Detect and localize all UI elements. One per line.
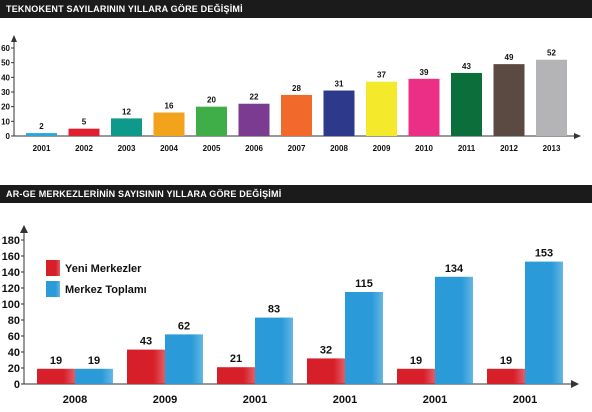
x-tick-label: 2007 xyxy=(288,144,306,153)
y-tick-label: 10 xyxy=(1,117,10,126)
y-tick-label: 100 xyxy=(2,299,20,311)
y-tick-label: 60 xyxy=(1,44,10,53)
y-tick-label: 0 xyxy=(6,132,11,141)
bar-yeni-merkezler xyxy=(127,349,165,384)
bar-merkez-toplami xyxy=(75,368,113,384)
y-axis-arrow xyxy=(20,225,28,233)
data-label: 31 xyxy=(335,80,344,89)
arge-bar-chart: 0 20 40 60 80 100 120 140 160 180 19 19 2008 43 62 2009… xyxy=(2,225,579,406)
data-label: 115 xyxy=(355,278,373,290)
bar-yeni-merkezler xyxy=(37,368,75,384)
y-tick-label: 140 xyxy=(2,267,20,279)
x-tick-label: 2001 xyxy=(243,394,267,406)
bar xyxy=(408,78,440,136)
y-tick-label: 50 xyxy=(1,59,10,68)
data-label: 134 xyxy=(445,263,464,275)
bar xyxy=(238,103,270,136)
data-label: 19 xyxy=(500,355,512,367)
y-tick-label: 0 xyxy=(14,379,20,391)
y-tick-label: 40 xyxy=(1,73,10,82)
data-label: 5 xyxy=(82,118,87,127)
x-tick-label: 2013 xyxy=(543,144,561,153)
x-tick-label: 2001 xyxy=(33,144,51,153)
bar-yeni-merkezler xyxy=(487,368,525,384)
x-tick-label: 2009 xyxy=(373,144,391,153)
y-tick-label: 80 xyxy=(8,315,20,327)
x-axis-arrow xyxy=(574,133,581,139)
bar xyxy=(451,72,482,136)
data-label: 83 xyxy=(268,304,280,316)
x-tick-label: 2004 xyxy=(160,144,178,153)
chart2-title: AR-GE MERKEZLERİNİN SAYISININ YILLARA GÖ… xyxy=(0,185,592,203)
bar-yeni-merkezler xyxy=(307,358,345,384)
data-label: 21 xyxy=(230,353,242,365)
y-tick-label: 120 xyxy=(2,283,20,295)
bar xyxy=(111,118,142,136)
x-tick-label: 2011 xyxy=(458,144,476,153)
chart1-title: TEKNOKENT SAYILARININ YILLARA GÖRE DEĞİŞ… xyxy=(0,0,592,18)
legend-label: Merkez Toplamı xyxy=(65,284,147,296)
legend-label: Yeni Merkezler xyxy=(65,263,142,275)
x-tick-label: 2001 xyxy=(513,394,537,406)
x-tick-label: 2008 xyxy=(63,394,87,406)
data-label: 39 xyxy=(420,68,429,77)
y-tick-label: 30 xyxy=(1,88,10,97)
bar-merkez-toplami xyxy=(435,276,473,384)
bar xyxy=(68,128,100,136)
data-label: 32 xyxy=(320,344,332,356)
legend-swatch xyxy=(46,260,60,276)
x-tick-label: 2003 xyxy=(118,144,136,153)
y-tick-label: 20 xyxy=(8,363,20,375)
bar-merkez-toplami xyxy=(345,292,383,384)
bar-yeni-merkezler xyxy=(217,367,255,384)
data-label: 62 xyxy=(178,320,190,332)
bar-merkez-toplami xyxy=(525,261,563,384)
bar xyxy=(196,106,227,136)
x-tick-label: 2012 xyxy=(500,144,518,153)
data-label: 49 xyxy=(505,53,514,62)
legend-swatch xyxy=(46,281,60,297)
data-label: 52 xyxy=(547,49,556,58)
teknokent-bar-chart: 0 10 20 30 40 50 60 2 2001 5 2002 12 2003 16 2004 20 200… xyxy=(1,35,581,153)
x-tick-label: 2001 xyxy=(333,394,357,406)
y-axis-arrow xyxy=(11,35,17,42)
data-label: 37 xyxy=(377,71,386,80)
x-tick-label: 2008 xyxy=(330,144,348,153)
data-label: 28 xyxy=(292,84,301,93)
data-label: 16 xyxy=(165,102,174,111)
bar-merkez-toplami xyxy=(255,317,293,384)
data-label: 20 xyxy=(207,96,216,105)
bar xyxy=(536,59,567,136)
bar xyxy=(366,81,397,136)
bar xyxy=(153,112,185,136)
x-tick-label: 2006 xyxy=(245,144,263,153)
data-label: 12 xyxy=(122,107,131,116)
data-label: 19 xyxy=(50,355,62,367)
x-tick-label: 2005 xyxy=(203,144,221,153)
x-tick-label: 2009 xyxy=(153,394,177,406)
data-label: 19 xyxy=(88,355,100,367)
x-axis-arrow xyxy=(571,380,579,388)
y-tick-label: 60 xyxy=(8,331,20,343)
data-label: 153 xyxy=(535,248,553,260)
bar xyxy=(26,133,57,136)
y-tick-label: 180 xyxy=(2,235,20,247)
data-label: 19 xyxy=(410,355,422,367)
bar xyxy=(281,94,312,136)
y-tick-label: 40 xyxy=(8,347,20,359)
data-label: 2 xyxy=(39,122,44,131)
data-label: 43 xyxy=(462,62,471,71)
bar xyxy=(323,90,355,136)
data-label: 43 xyxy=(140,336,152,348)
y-tick-label: 160 xyxy=(2,251,20,263)
bar-merkez-toplami xyxy=(165,334,203,384)
bar xyxy=(493,64,525,136)
bar-yeni-merkezler xyxy=(397,368,435,384)
x-tick-label: 2001 xyxy=(423,394,447,406)
data-label: 22 xyxy=(250,93,259,102)
x-tick-label: 2010 xyxy=(415,144,433,153)
x-tick-label: 2002 xyxy=(75,144,93,153)
y-tick-label: 20 xyxy=(1,103,10,112)
